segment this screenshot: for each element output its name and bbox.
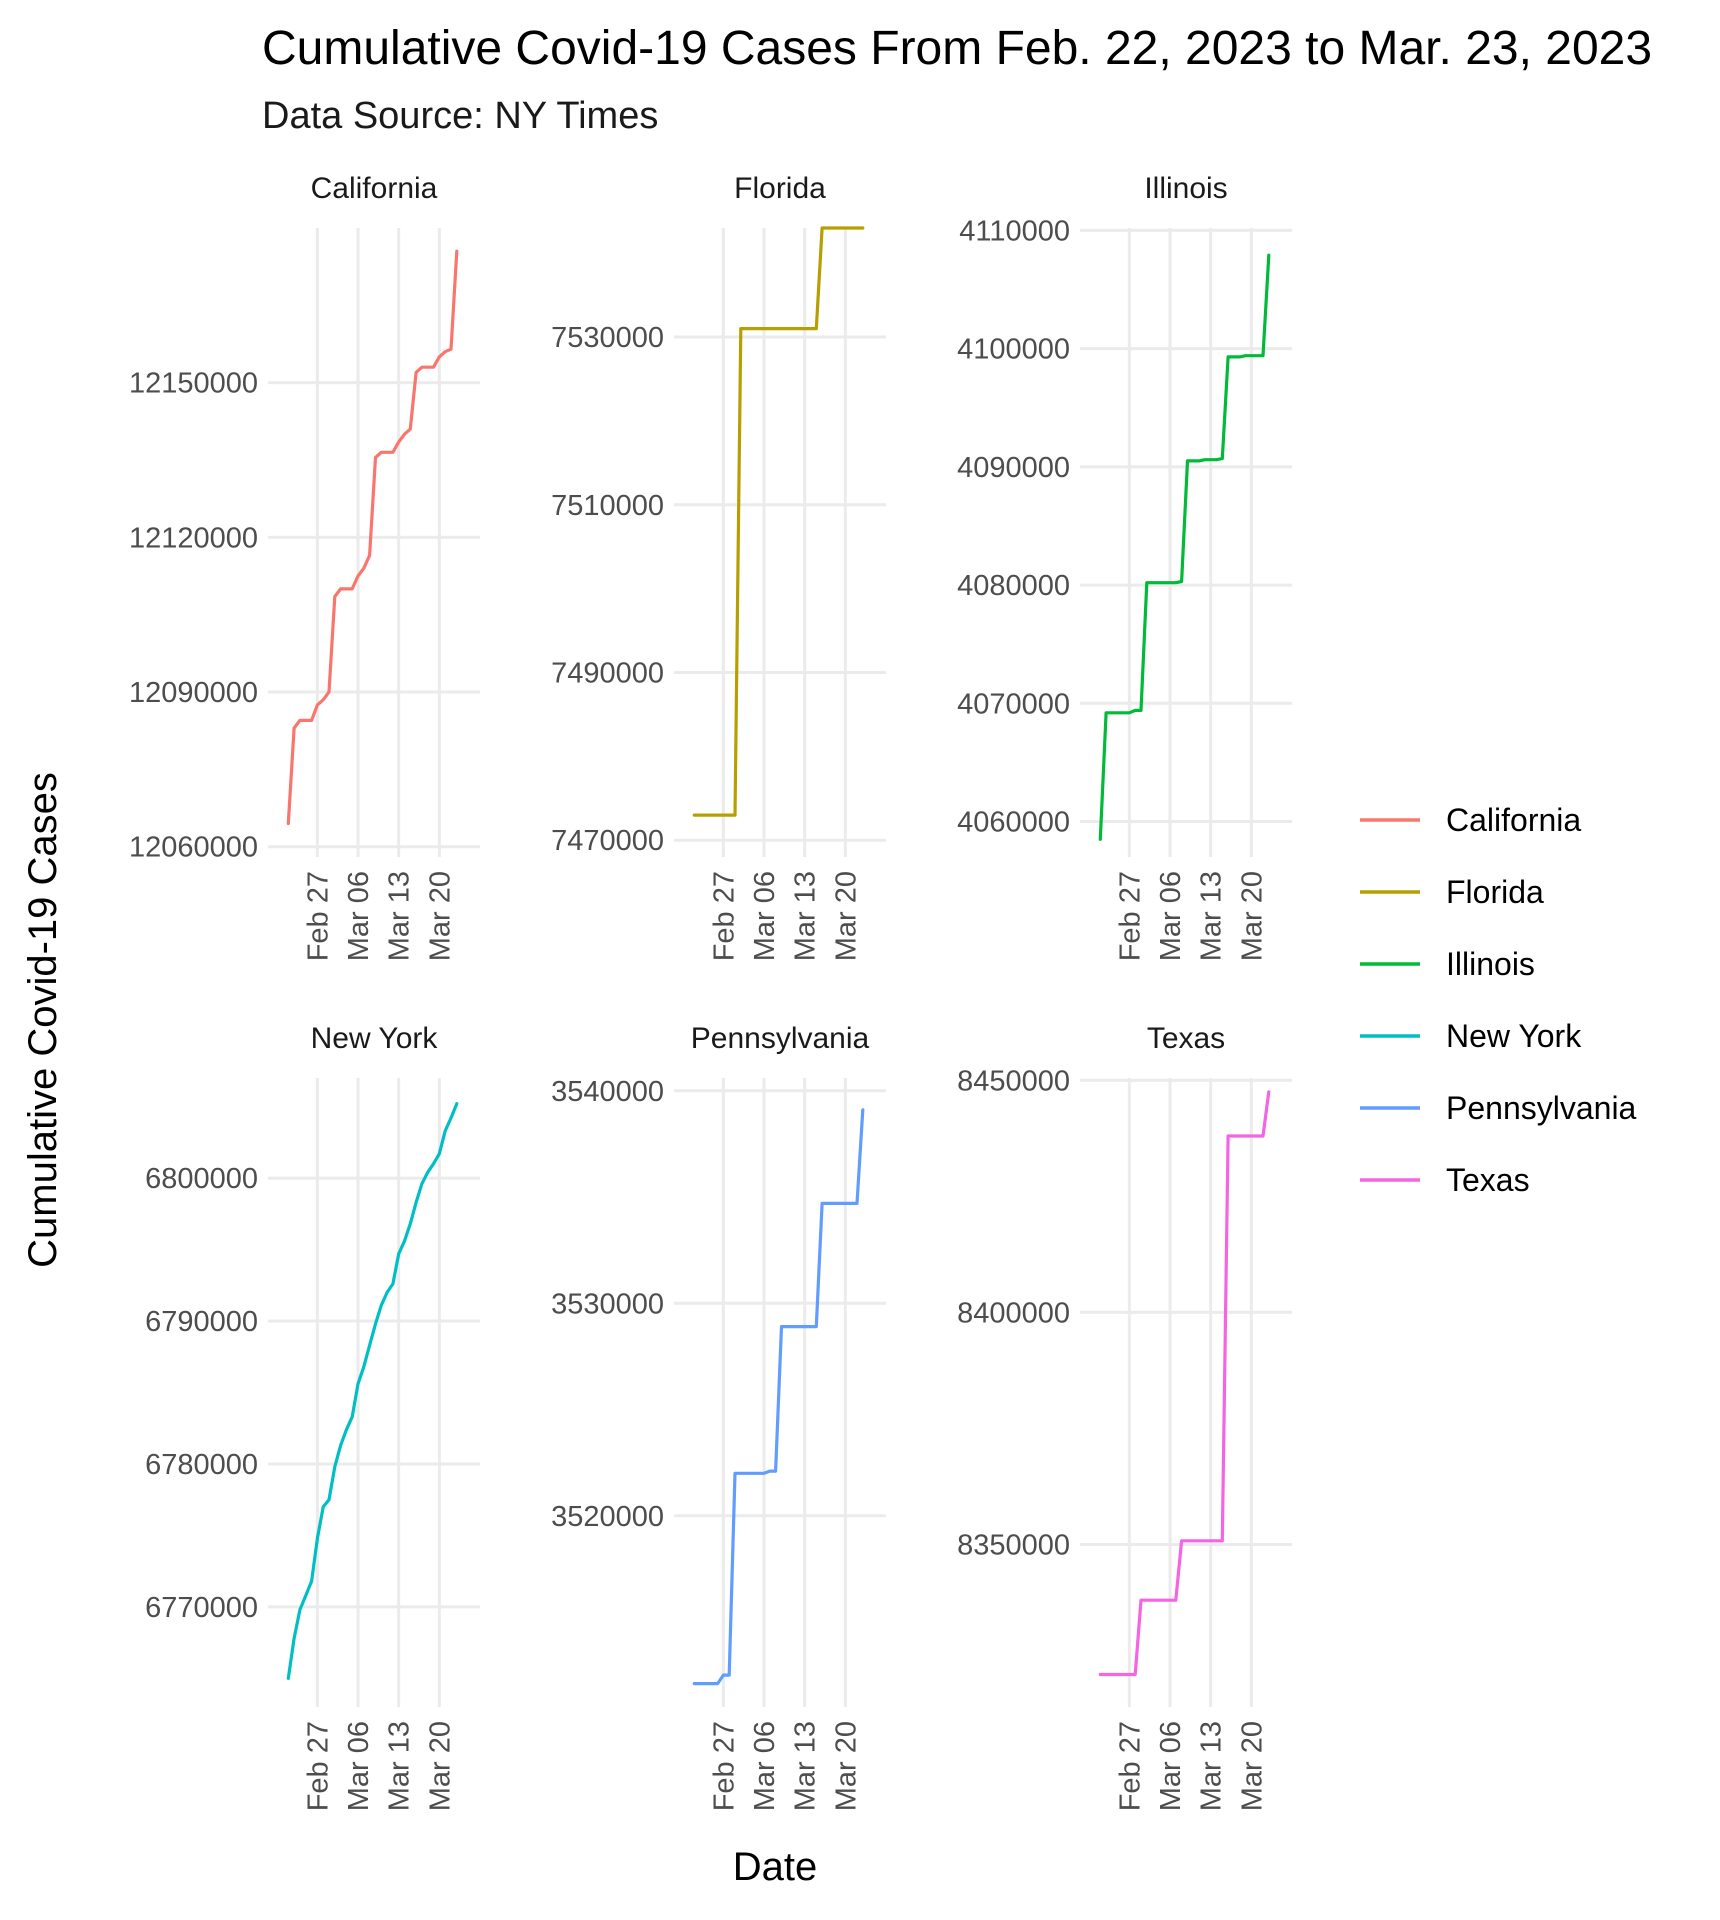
y-tick-label: 4110000 <box>959 215 1070 247</box>
y-axis-title: Cumulative Covid-19 Cases <box>21 772 65 1268</box>
legend-label-texas: Texas <box>1446 1162 1530 1198</box>
y-tick-label: 6780000 <box>145 1449 258 1481</box>
panel-title-pennsylvania: Pennsylvania <box>691 1022 870 1055</box>
x-tick-label: Mar 06 <box>749 871 781 961</box>
y-tick-label: 6800000 <box>145 1163 258 1195</box>
legend-label-pennsylvania: Pennsylvania <box>1446 1090 1637 1126</box>
y-tick-label: 12060000 <box>129 832 258 864</box>
y-tick-label: 3530000 <box>551 1288 664 1320</box>
legend: California Florida Illinois New York Pennsyl… <box>1360 802 1637 1198</box>
y-tick-label: 8450000 <box>957 1065 1070 1097</box>
y-tick-label: 3520000 <box>551 1501 664 1533</box>
y-tick-label: 12150000 <box>129 368 258 400</box>
y-tick-label: 7530000 <box>551 322 664 354</box>
x-tick-label: Mar 06 <box>1155 871 1187 961</box>
panel-title-illinois: Illinois <box>1144 172 1227 205</box>
x-tick-label: Mar 13 <box>1196 1721 1228 1811</box>
x-axis-title: Date <box>733 1845 818 1889</box>
legend-item-new-york: New York <box>1360 1018 1582 1054</box>
x-tick-label: Mar 20 <box>1236 1721 1268 1811</box>
x-tick-label: Mar 20 <box>1236 871 1268 961</box>
y-tick-label: 6790000 <box>145 1306 258 1338</box>
series-line-illinois <box>1098 253 1271 841</box>
panel-texas: Texas 8350000 8400000 8450000 Feb 27 Mar 06 Ma… <box>957 1022 1292 1811</box>
panel-california: California 12060000 12090000 12120000 121500… <box>129 172 480 961</box>
x-tick-label: Mar 20 <box>830 1721 862 1811</box>
legend-item-illinois: Illinois <box>1360 946 1535 982</box>
x-tick-label: Mar 06 <box>343 871 375 961</box>
legend-label-new-york: New York <box>1446 1018 1582 1054</box>
panel-title-texas: Texas <box>1147 1022 1225 1055</box>
legend-item-texas: Texas <box>1360 1162 1530 1198</box>
x-tick-label: Feb 27 <box>302 1721 334 1811</box>
y-tick-label: 4100000 <box>957 334 1070 366</box>
x-tick-label: Feb 27 <box>302 871 334 961</box>
legend-label-florida: Florida <box>1446 874 1544 910</box>
y-tick-label: 4090000 <box>957 452 1070 484</box>
x-tick-label: Mar 13 <box>384 1721 416 1811</box>
panel-florida: Florida 7470000 7490000 7510000 7530000 Feb 2… <box>551 172 886 961</box>
y-tick-label: 12090000 <box>129 677 258 709</box>
legend-item-pennsylvania: Pennsylvania <box>1360 1090 1637 1126</box>
y-tick-label: 3540000 <box>551 1076 664 1108</box>
x-tick-label: Mar 20 <box>424 1721 456 1811</box>
y-tick-label: 8400000 <box>957 1297 1070 1329</box>
legend-item-california: California <box>1360 802 1581 838</box>
x-tick-label: Mar 06 <box>1155 1721 1187 1811</box>
x-tick-label: Mar 13 <box>384 871 416 961</box>
series-line-california <box>286 249 459 826</box>
panel-illinois: Illinois 4060000 4070000 4080000 4090000 4100… <box>957 172 1292 961</box>
y-tick-label: 7510000 <box>551 490 664 522</box>
y-tick-label: 7490000 <box>551 657 664 689</box>
x-tick-label: Feb 27 <box>1114 1721 1146 1811</box>
y-tick-label: 6770000 <box>145 1592 258 1624</box>
x-tick-label: Mar 13 <box>790 871 822 961</box>
x-tick-label: Feb 27 <box>708 871 740 961</box>
y-tick-label: 4080000 <box>957 570 1070 602</box>
x-tick-label: Mar 20 <box>830 871 862 961</box>
panel-title-florida: Florida <box>734 172 826 205</box>
x-tick-label: Mar 13 <box>790 1721 822 1811</box>
series-line-florida <box>692 226 865 817</box>
series-line-new-york <box>286 1102 459 1680</box>
panel-title-new-york: New York <box>311 1022 439 1055</box>
series-line-texas <box>1098 1090 1271 1677</box>
chart-title: Cumulative Covid-19 Cases From Feb. 22, … <box>262 22 1652 75</box>
legend-item-florida: Florida <box>1360 874 1544 910</box>
y-tick-label: 4060000 <box>957 807 1070 839</box>
y-tick-label: 8350000 <box>957 1530 1070 1562</box>
y-tick-label: 7470000 <box>551 825 664 857</box>
facet-panels: California 12060000 12090000 12120000 121500… <box>129 172 1292 1811</box>
chart-subtitle: Data Source: NY Times <box>262 95 658 137</box>
x-tick-label: Mar 20 <box>424 871 456 961</box>
x-tick-label: Mar 06 <box>749 1721 781 1811</box>
x-tick-label: Mar 06 <box>343 1721 375 1811</box>
panel-title-california: California <box>311 172 438 205</box>
series-line-pennsylvania <box>692 1108 865 1686</box>
legend-label-california: California <box>1446 802 1581 838</box>
x-tick-label: Feb 27 <box>1114 871 1146 961</box>
x-tick-label: Feb 27 <box>708 1721 740 1811</box>
x-tick-label: Mar 13 <box>1196 871 1228 961</box>
y-tick-label: 12120000 <box>129 522 258 554</box>
panel-pennsylvania: Pennsylvania 3520000 3530000 3540000 Feb 27 M… <box>551 1022 886 1811</box>
legend-label-illinois: Illinois <box>1446 946 1535 982</box>
y-tick-label: 4070000 <box>957 688 1070 720</box>
panel-new-york: New York 6770000 6780000 6790000 6800000 Feb … <box>145 1022 480 1811</box>
